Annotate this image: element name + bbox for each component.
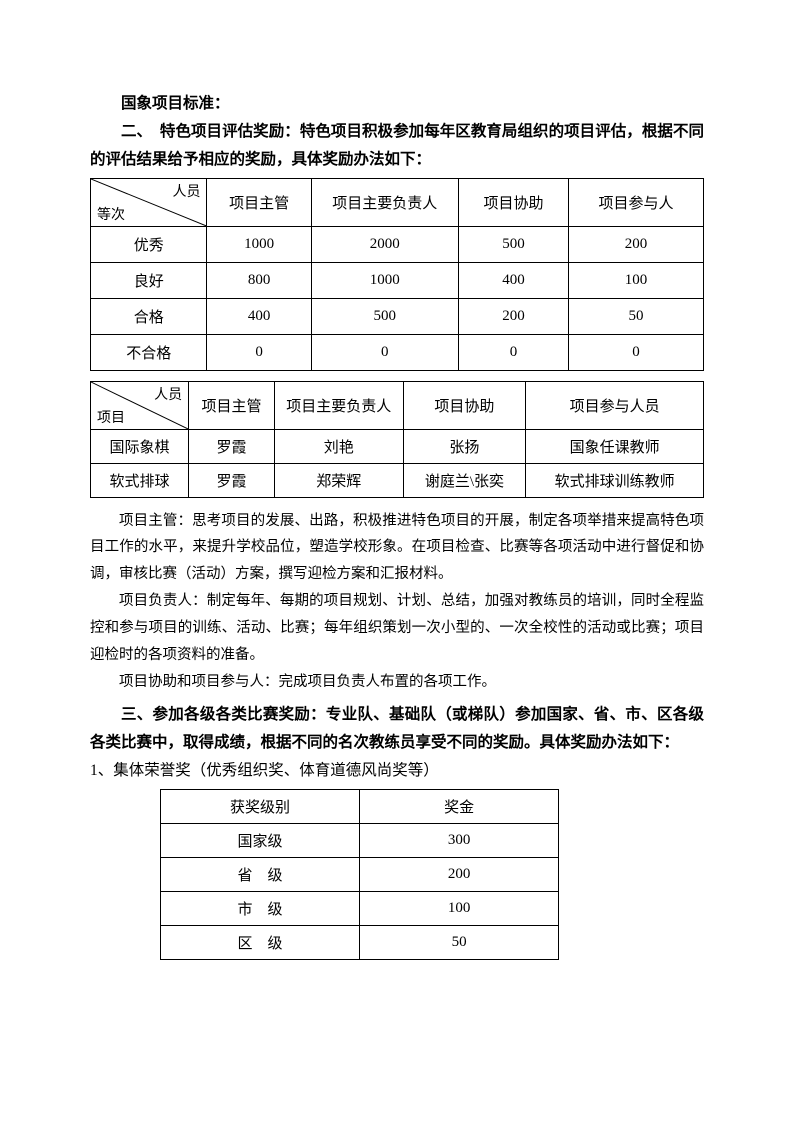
table2-diag-top: 人员: [154, 384, 182, 404]
table1-cell: 100: [569, 262, 704, 298]
table2-row1-label: 软式排球: [91, 463, 189, 497]
table2-row0-label: 国际象棋: [91, 429, 189, 463]
table2-cell: 谢庭兰\张奕: [403, 463, 526, 497]
desc-assist: 项目协助和项目参与人：完成项目负责人布置的各项工作。: [90, 669, 704, 696]
table-row: 区 级 50: [161, 926, 559, 960]
desc-leader: 项目负责人：制定每年、每期的项目规划、计划、总结，加强对教练员的培训，同时全程监…: [90, 588, 704, 668]
table2-col-2: 项目协助: [403, 381, 526, 429]
table-row: 软式排球 罗霞 郑荣辉 谢庭兰\张奕 软式排球训练教师: [91, 463, 704, 497]
reward-table-1: 人员 等次 项目主管 项目主要负责人 项目协助 项目参与人 优秀 1000 20…: [90, 178, 704, 371]
table-row: 优秀 1000 2000 500 200: [91, 226, 704, 262]
table1-row1-label: 良好: [91, 262, 207, 298]
table-row: 国际象棋 罗霞 刘艳 张扬 国象任课教师: [91, 429, 704, 463]
table1-row2-label: 合格: [91, 298, 207, 334]
table3-cell: 市 级: [161, 892, 360, 926]
table1-cell: 500: [311, 298, 458, 334]
table1-row3-label: 不合格: [91, 334, 207, 370]
table1-cell: 800: [207, 262, 311, 298]
table1-cell: 200: [569, 226, 704, 262]
table2-col-1: 项目主要负责人: [274, 381, 403, 429]
table3-cell: 200: [360, 858, 559, 892]
table1-cell: 0: [207, 334, 311, 370]
table3-cell: 国家级: [161, 824, 360, 858]
table1-cell: 50: [569, 298, 704, 334]
table2-diag-bottom: 项目: [97, 407, 125, 427]
desc-manager: 项目主管：思考项目的发展、出路，积极推进特色项目的开展，制定各项举措来提高特色项…: [90, 508, 704, 588]
table2-col-0: 项目主管: [189, 381, 275, 429]
table1-cell: 0: [569, 334, 704, 370]
table3-cell: 50: [360, 926, 559, 960]
heading-standard: 国象项目标准：: [90, 90, 704, 118]
table2-col-3: 项目参与人员: [526, 381, 704, 429]
honor-table: 获奖级别 奖金 国家级 300 省 级 200 市 级 100 区 级 50: [160, 789, 559, 960]
table3-cell: 省 级: [161, 858, 360, 892]
table3-cell: 100: [360, 892, 559, 926]
table3-cell: 300: [360, 824, 559, 858]
table-row: 省 级 200: [161, 858, 559, 892]
table-row: 国家级 300: [161, 824, 559, 858]
table2-cell: 国象任课教师: [526, 429, 704, 463]
table2-cell: 郑荣辉: [274, 463, 403, 497]
heading-section-2: 二、 特色项目评估奖励：特色项目积极参加每年区教育局组织的项目评估，根据不同的评…: [90, 118, 704, 174]
table-row: 不合格 0 0 0 0: [91, 334, 704, 370]
table1-col-0: 项目主管: [207, 178, 311, 226]
table1-diag-top: 人员: [172, 181, 200, 201]
table2-cell: 张扬: [403, 429, 526, 463]
table3-cell: 区 级: [161, 926, 360, 960]
table1-row0-label: 优秀: [91, 226, 207, 262]
table1-col-1: 项目主要负责人: [311, 178, 458, 226]
heading-section-3: 三、参加各级各类比赛奖励：专业队、基础队（或梯队）参加国家、省、市、区各级各类比…: [90, 701, 704, 757]
reward-table-2: 人员 项目 项目主管 项目主要负责人 项目协助 项目参与人员 国际象棋 罗霞 刘…: [90, 381, 704, 498]
table1-cell: 400: [207, 298, 311, 334]
table3-col-0: 获奖级别: [161, 790, 360, 824]
table-row: 市 级 100: [161, 892, 559, 926]
table-row: 良好 800 1000 400 100: [91, 262, 704, 298]
table1-cell: 400: [458, 262, 568, 298]
table1-cell: 500: [458, 226, 568, 262]
table2-cell: 罗霞: [189, 429, 275, 463]
table2-diag-header: 人员 项目: [91, 381, 189, 429]
table2-cell: 刘艳: [274, 429, 403, 463]
table1-cell: 0: [311, 334, 458, 370]
table1-cell: 0: [458, 334, 568, 370]
table1-cell: 200: [458, 298, 568, 334]
table1-cell: 1000: [311, 262, 458, 298]
table2-cell: 罗霞: [189, 463, 275, 497]
table1-diag-bottom: 等次: [97, 204, 125, 224]
table3-col-1: 奖金: [360, 790, 559, 824]
table1-diag-header: 人员 等次: [91, 178, 207, 226]
table1-col-3: 项目参与人: [569, 178, 704, 226]
table1-cell: 2000: [311, 226, 458, 262]
subheading-honor: 1、集体荣誉奖（优秀组织奖、体育道德风尚奖等）: [90, 757, 704, 785]
table2-cell: 软式排球训练教师: [526, 463, 704, 497]
table-row: 合格 400 500 200 50: [91, 298, 704, 334]
table1-cell: 1000: [207, 226, 311, 262]
table1-col-2: 项目协助: [458, 178, 568, 226]
